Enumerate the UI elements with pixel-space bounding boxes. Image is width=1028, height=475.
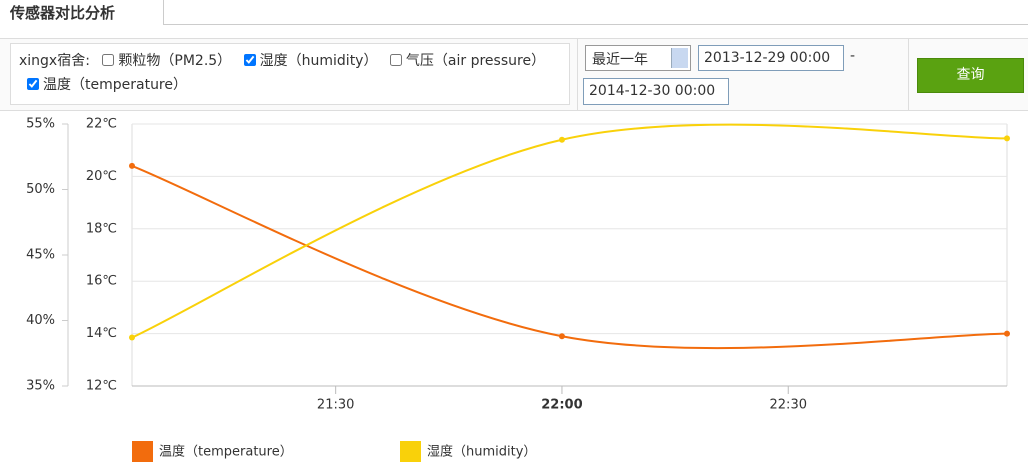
option-label: 湿度（humidity）: [259, 53, 378, 69]
y2-tick-label: 20℃: [86, 169, 117, 184]
line: [131, 164, 1008, 350]
range-select[interactable]: 最近一年: [585, 45, 691, 71]
checkbox[interactable]: [27, 78, 39, 90]
legend-label: 温度（temperature）: [159, 444, 293, 460]
option[interactable]: 颗粒物（PM2.5）: [94, 53, 231, 69]
divider: [908, 39, 909, 110]
y2-tick-label: 18℃: [86, 221, 117, 236]
legend-label: 湿度（humidity）: [427, 444, 536, 460]
option-label: 温度（temperature）: [43, 77, 187, 93]
point: [129, 162, 135, 169]
end-input[interactable]: 2014-12-30 00:00: [583, 78, 729, 105]
y2-tick-label: 16℃: [86, 274, 117, 289]
dorm-label: xingx宿舍:: [19, 53, 90, 69]
y-tick-label: 35%: [26, 379, 55, 394]
checkbox[interactable]: [243, 54, 256, 66]
divider: [577, 39, 578, 110]
legend-swatch: [400, 441, 421, 462]
point: [1004, 330, 1010, 337]
y2-tick-label: 22℃: [86, 117, 117, 132]
x-tick-label: 21:30: [317, 398, 354, 413]
checkbox[interactable]: [389, 54, 402, 66]
y-tick-label: 55%: [26, 117, 55, 132]
y-tick-label: 50%: [26, 182, 55, 197]
option[interactable]: 气压（air pressure）: [382, 53, 545, 69]
tab[interactable]: 传感器对比分析: [0, 0, 164, 25]
option-label: 气压（air pressure）: [405, 53, 546, 69]
y2-tick-label: 12℃: [86, 379, 117, 394]
y2-tick-label: 14℃: [86, 326, 117, 341]
tab-line: [164, 24, 1028, 25]
point: [558, 136, 565, 143]
option[interactable]: 湿度（humidity）: [236, 53, 378, 69]
line: [131, 123, 1008, 339]
option[interactable]: 温度（temperature）: [19, 77, 187, 93]
y-tick-label: 45%: [26, 248, 55, 263]
x-tick-label: 22:00: [541, 398, 582, 413]
option-label: 颗粒物（PM2.5）: [118, 53, 232, 69]
x-tick-label: 22:30: [770, 398, 807, 413]
checkbox[interactable]: [102, 54, 115, 66]
y-tick-label: 40%: [26, 313, 55, 328]
separator: -: [850, 48, 856, 64]
sensor-options: xingx宿舍: 颗粒物（PM2.5） 湿度（humidity） 气压（air …: [10, 43, 570, 105]
point: [558, 333, 565, 340]
point: [129, 334, 135, 341]
query-button[interactable]: 查询: [917, 58, 1024, 93]
point: [1004, 135, 1010, 142]
legend-swatch: [132, 441, 153, 462]
start-input[interactable]: 2013-12-29 00:00: [698, 45, 844, 71]
